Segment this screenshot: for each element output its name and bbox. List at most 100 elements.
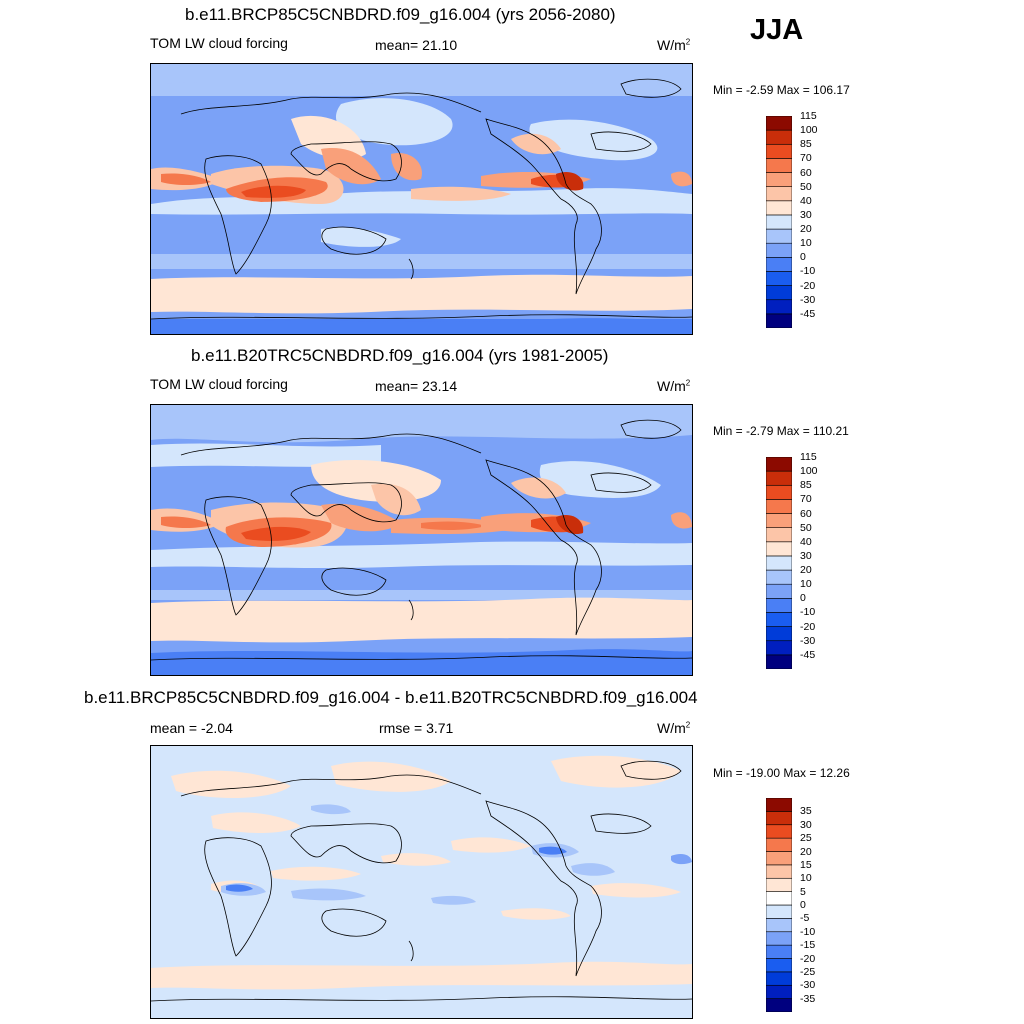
colorbar-tick-label: -45 [800,648,816,661]
colorbar-swatch [766,811,792,826]
units-label: W/m2 [657,37,690,53]
colorbar-tick-label: 0 [800,899,806,911]
colorbar-swatches [766,798,792,1012]
panel-title: b.e11.BRCP85C5CNBDRD.f09_g16.004 - b.e11… [84,688,698,707]
colorbar-swatch [766,837,792,852]
colorbar-swatch [766,214,792,230]
season-label: JJA [750,14,804,46]
colorbar-swatch [766,851,792,866]
min-max-label: Min = -2.79 Max = 110.21 [713,424,849,438]
colorbar-tick-label: -20 [800,952,816,965]
colorbar-swatch [766,824,792,839]
colorbar-swatch [766,904,792,919]
mean-stat: mean= 21.10 [375,37,457,53]
colorbar-swatch [766,172,792,187]
colorbar-swatch [766,186,792,202]
colorbar-tick-label: 100 [800,465,818,478]
colorbar-swatch [766,541,792,557]
colorbar-swatch [766,555,792,571]
colorbar-tick-label: -35 [800,992,816,1005]
units-text: W/m [657,37,686,53]
colorbar-swatch [766,626,792,642]
map-difference [150,745,693,1019]
colorbar-swatch [766,984,792,999]
colorbar-tick-label: 10 [800,578,812,591]
colorbar-swatch [766,457,792,472]
colorbar-tick-label: 50 [800,180,812,193]
colorbar-swatch [766,513,792,528]
colorbar-tick-label: 15 [800,858,812,871]
colorbar-swatch [766,864,792,879]
units-text: W/m [657,720,686,736]
mean-stat: mean= 23.14 [375,378,457,394]
mean-stat-value: 21.10 [422,37,458,53]
colorbar-tick-label: 20 [800,564,812,577]
variable-label: TOM LW cloud forcing [150,376,288,392]
colorbar-tick-label: 35 [800,805,812,818]
map-future [150,63,693,335]
colorbar-swatch [766,313,792,328]
min-max-label: Min = -2.59 Max = 106.17 [713,83,850,97]
map-historical [150,404,693,676]
colorbar-tick-label: 0 [800,251,806,264]
mean-stat-value: 23.14 [422,378,458,394]
colorbar-tick-label: 60 [800,166,812,179]
colorbar-swatch [766,583,792,599]
mean-stat: mean = -2.04 [150,720,233,736]
colorbar-swatch [766,598,792,613]
colorbar-tick-label: -15 [800,939,816,952]
colorbar-swatch [766,116,792,131]
units-exponent: 2 [685,720,691,730]
colorbar-tick-label: -10 [800,265,816,278]
colorbar-swatch [766,242,792,258]
colorbar-swatch [766,228,792,244]
colorbar-tick-label: 40 [800,535,812,548]
colorbar-tick-label: 50 [800,521,812,534]
colorbar-tick-label: -5 [800,912,810,925]
colorbar-tick-label: 10 [800,872,812,885]
colorbar-swatch [766,470,792,486]
colorbar-tick-label: -25 [800,965,816,978]
colorbar-swatch [766,654,792,669]
colorbar-tick-label: 0 [800,592,806,605]
colorbar-tick-label: 60 [800,507,812,520]
colorbar-tick-label: 30 [800,208,812,221]
colorbar-swatch [766,129,792,145]
colorbar-tick-label: 115 [800,451,817,463]
rmse-stat-value: 3.71 [426,720,454,736]
colorbar-tick-label: 115 [800,110,817,122]
colorbar-tick-label: -30 [800,979,816,992]
colorbar-swatch [766,640,792,656]
map-field [151,405,692,675]
colorbar-tick-label: 25 [800,832,812,845]
colorbar-swatch [766,271,792,286]
colorbar-tick-label: 85 [800,479,812,492]
units-label: W/m2 [657,378,690,394]
colorbar-swatch [766,971,792,986]
colorbar-swatch [766,285,792,301]
variable-label: TOM LW cloud forcing [150,35,288,51]
rmse-stat-label: rmse = [379,720,423,736]
colorbar-tick-label: -45 [800,307,816,320]
rmse-stat: rmse = 3.71 [379,720,453,736]
colorbar-tick-label: 5 [800,885,806,898]
colorbar-swatch [766,918,792,933]
panel-title: b.e11.B20TRC5CNBDRD.f09_g16.004 (yrs 198… [191,346,609,365]
colorbar-swatch [766,158,792,173]
colorbar-tick-label: -30 [800,293,816,306]
panel-title: b.e11.BRCP85C5CNBDRD.f09_g16.004 (yrs 20… [185,5,616,24]
colorbar [766,457,792,669]
map-field [151,64,692,334]
colorbar-swatch [766,891,792,906]
colorbar-swatch [766,877,792,892]
units-exponent: 2 [685,37,691,47]
units-label: W/m2 [657,720,690,736]
colorbar-swatch [766,569,792,585]
colorbar-swatch [766,143,792,159]
colorbar-tick-label: 20 [800,845,812,858]
units-text: W/m [657,378,686,394]
colorbar-tick-label: 30 [800,818,812,831]
mean-stat-label: mean= [375,37,419,53]
map-field [151,746,692,1018]
colorbar-swatch [766,931,792,946]
